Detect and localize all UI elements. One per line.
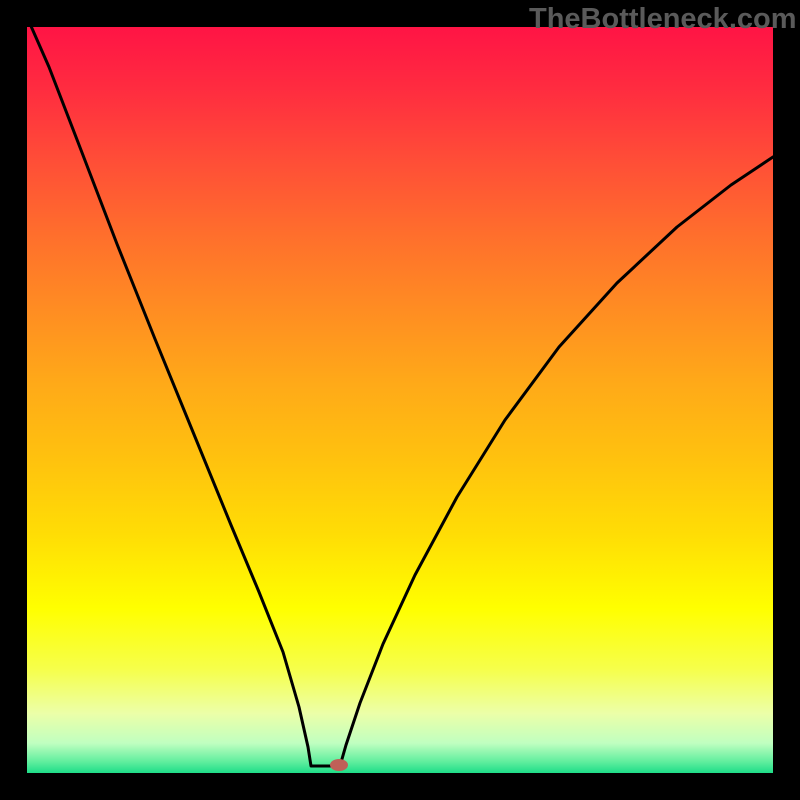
chart-frame: TheBottleneck.com [0, 0, 800, 800]
bottleneck-curve [27, 27, 773, 773]
optimum-marker [330, 759, 348, 771]
plot-area [27, 27, 773, 773]
watermark-text: TheBottleneck.com [529, 3, 797, 36]
